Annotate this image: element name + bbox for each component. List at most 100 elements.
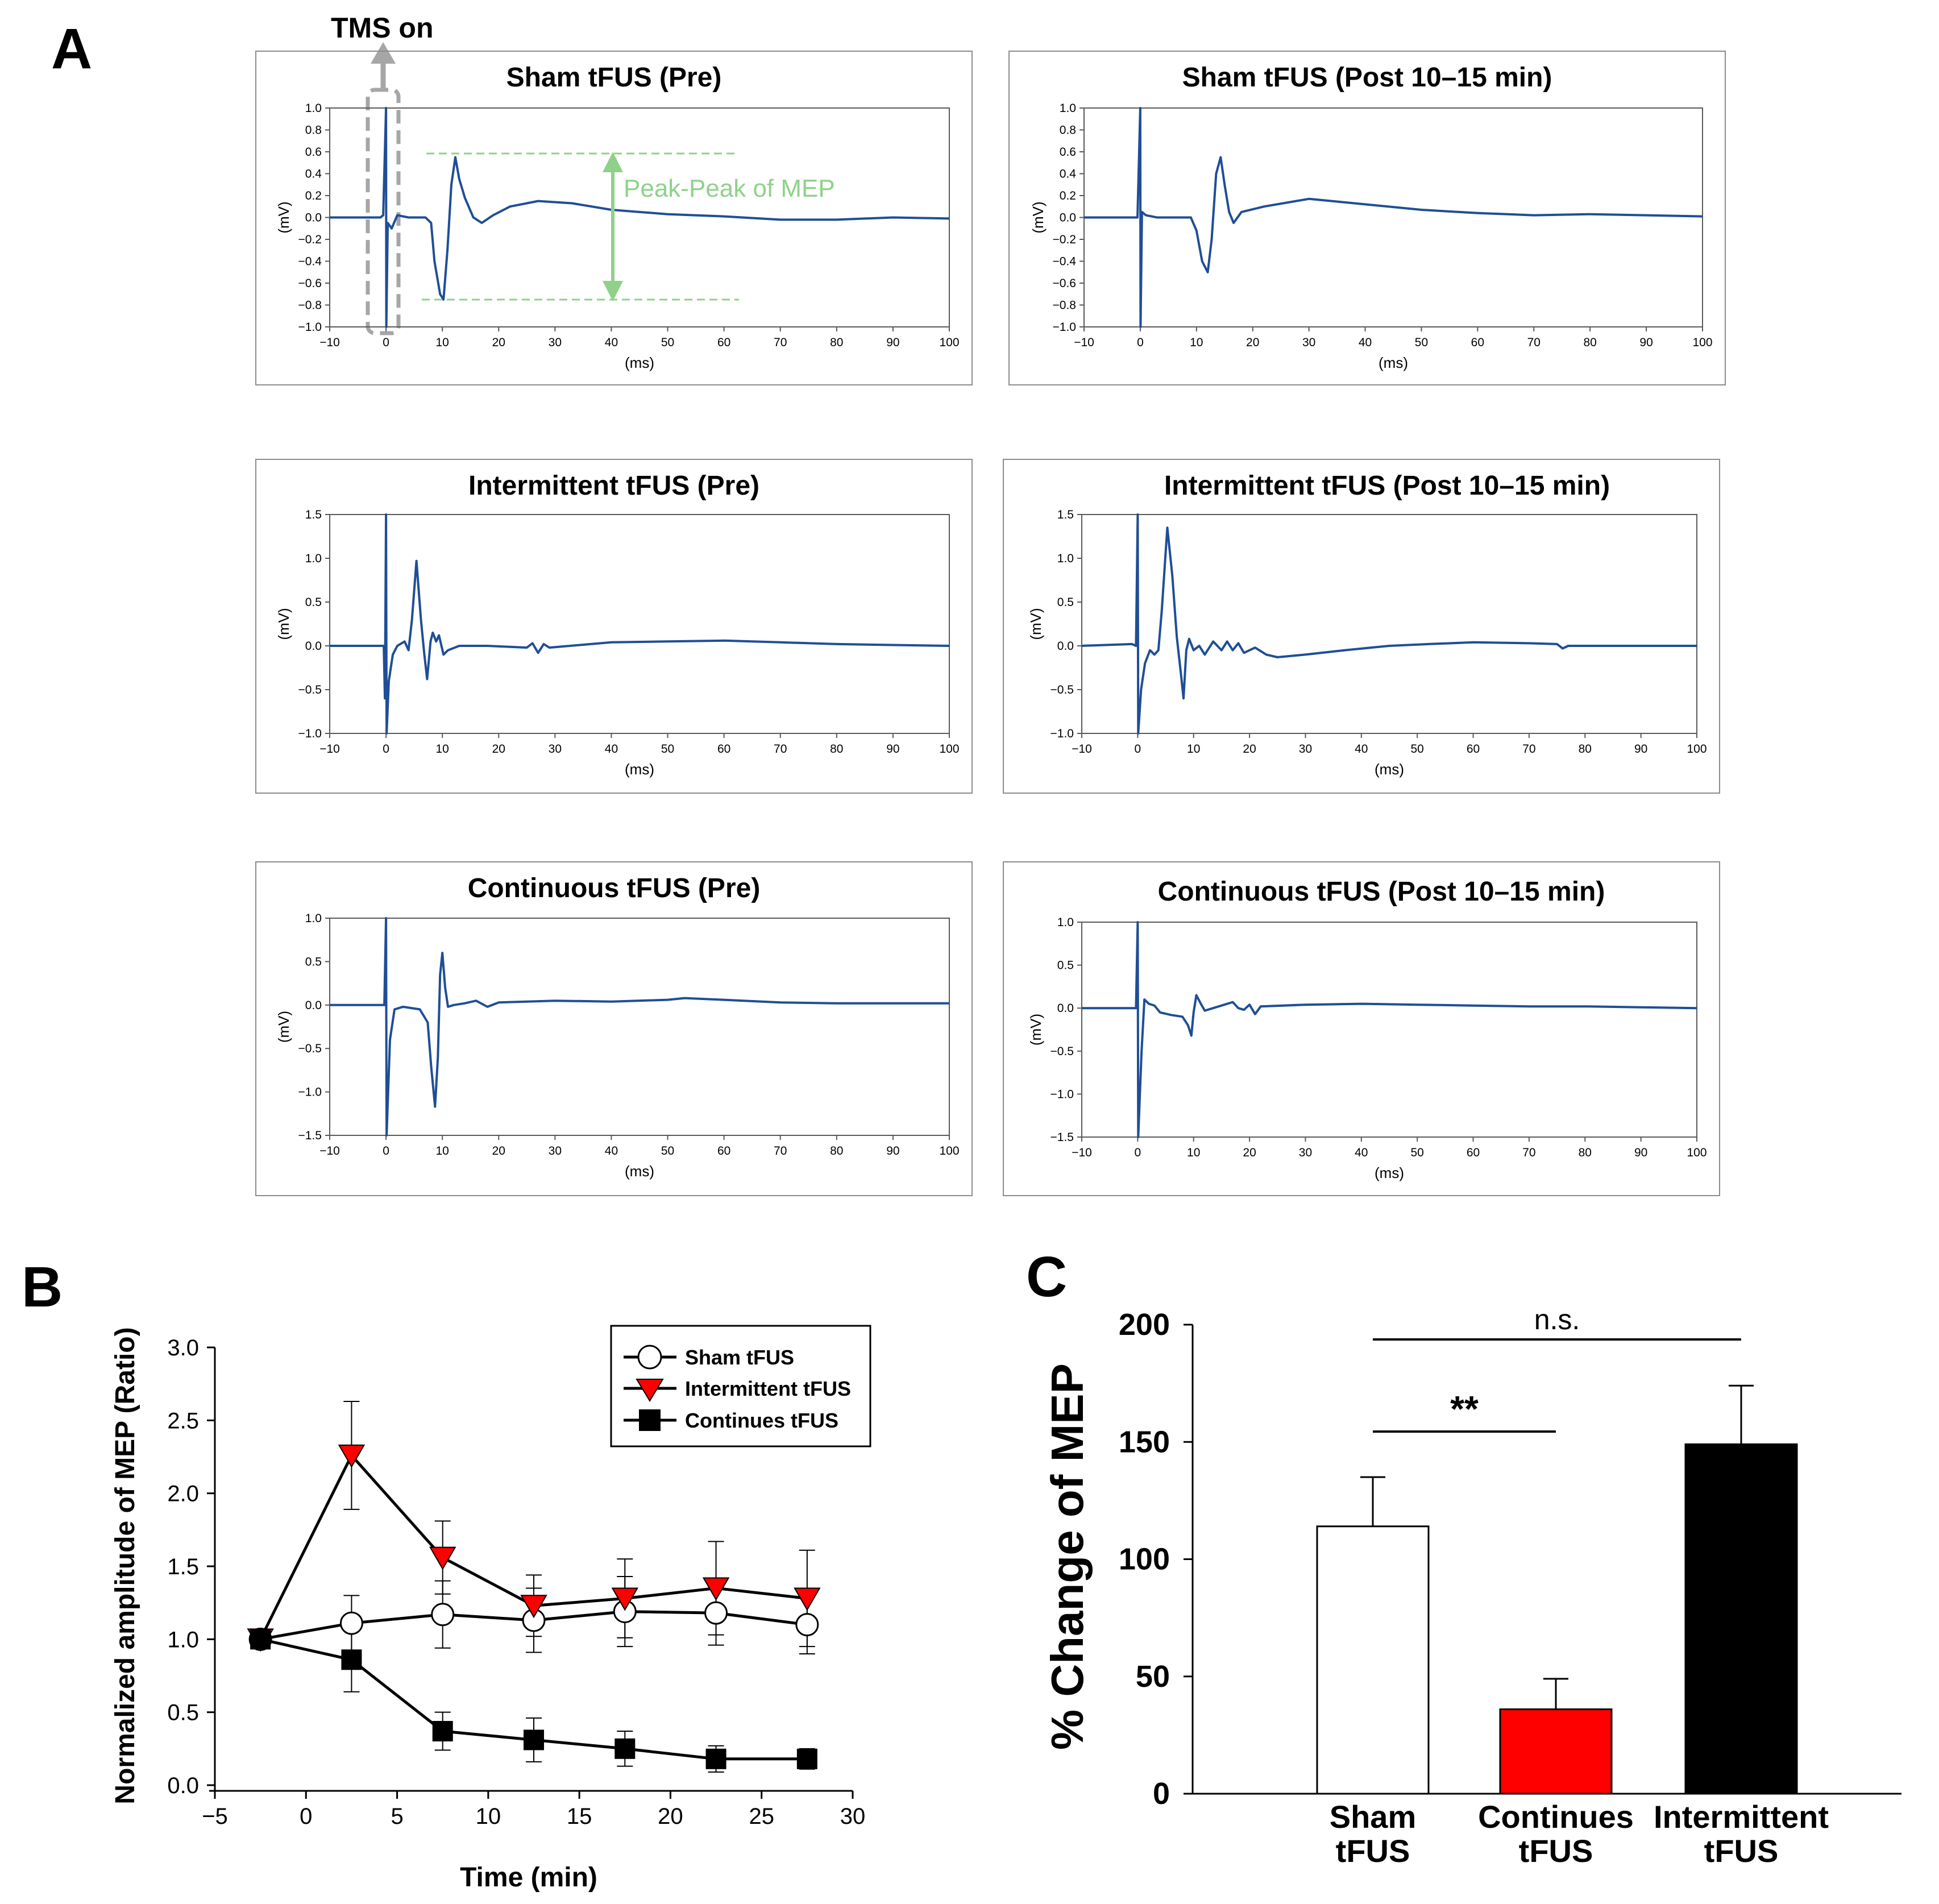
data-point-continues xyxy=(796,1748,817,1769)
x-axis-label: (ms) xyxy=(625,761,654,778)
x-tick-label: 50 xyxy=(661,742,674,756)
x-tick-label: 20 xyxy=(492,742,505,756)
x-tick-label: 0 xyxy=(383,336,389,349)
mep-trace-line xyxy=(1081,513,1697,735)
data-point-sham xyxy=(339,1611,363,1635)
x-tick-label: 80 xyxy=(830,336,843,349)
y-tick-label: 0.6 xyxy=(305,146,322,159)
y-tick-label: −1.0 xyxy=(298,727,322,740)
b-y-axis-title: Normalized amplitude of MEP (Ratio) xyxy=(110,1327,140,1804)
plot-frame xyxy=(1081,922,1697,1138)
category-label: tFUS xyxy=(1336,1833,1410,1869)
y-tick-label: −1.5 xyxy=(1051,1131,1074,1144)
panel-b-chart: 3.0 2.5 2.0 1.5 1.0 0.5 0.0−5 0 5 10 15 20 25 30 Time… xyxy=(110,1325,871,1893)
plot-frame xyxy=(1081,514,1697,734)
data-point-sham xyxy=(795,1613,819,1637)
plot-frame xyxy=(329,514,950,734)
x-tick-label: 90 xyxy=(886,742,899,756)
x-tick-label: 80 xyxy=(1579,742,1592,756)
x-tick-label: 100 xyxy=(939,1144,959,1158)
y-tick-label: 0.4 xyxy=(305,168,322,181)
x-tick-label: 10 xyxy=(476,1804,501,1829)
y-tick-label: 0.5 xyxy=(305,955,322,968)
data-point-continues xyxy=(432,1721,453,1742)
panel-label-c: C xyxy=(1026,1245,1067,1309)
x-tick-label: 40 xyxy=(605,1144,618,1158)
y-tick-label: 100 xyxy=(1119,1542,1170,1577)
legend-label-sham: Sham tFUS xyxy=(685,1346,794,1369)
x-tick-label: 10 xyxy=(1190,336,1203,349)
y-tick-label: 0.2 xyxy=(1060,189,1076,202)
y-tick-label: 0.5 xyxy=(305,596,322,609)
x-tick-label: 30 xyxy=(1299,1146,1312,1159)
x-axis-label: (ms) xyxy=(625,354,654,371)
x-tick-label: 5 xyxy=(391,1804,403,1829)
trace-panel-continuous-pre: Continuous tFUS (Pre) −10 0 10 20 30 40 50 60 70… xyxy=(255,861,973,1196)
trace-panel-frame xyxy=(255,459,973,794)
x-tick-label: 10 xyxy=(1187,742,1200,756)
x-tick-label: 50 xyxy=(661,1144,674,1158)
y-tick-label: 2.5 xyxy=(167,1408,199,1433)
significance-label: ** xyxy=(1450,1388,1479,1429)
x-tick-label: 90 xyxy=(886,336,899,349)
trace-chart-area: −10 0 10 20 30 40 50 60 70 80 90 100 1.5 1.0 0.5 0.0 −0.… xyxy=(275,508,960,778)
x-tick-label: 20 xyxy=(1246,336,1259,349)
y-tick-label: −1.5 xyxy=(298,1129,322,1142)
y-tick-label: −1.0 xyxy=(298,1086,322,1099)
y-tick-label: 0.0 xyxy=(1057,640,1074,653)
x-axis-label: (ms) xyxy=(1375,1164,1404,1181)
y-tick-label: 0.5 xyxy=(1057,596,1074,609)
x-tick-label: 60 xyxy=(717,742,730,756)
y-tick-label: −0.2 xyxy=(1053,233,1076,246)
trace-panel-sham-post: Sham tFUS (Post 10–15 min) −10 0 10 20 30 40 5… xyxy=(1008,51,1726,385)
tms-arrow-head xyxy=(371,42,396,64)
x-tick-label: 100 xyxy=(1687,1146,1707,1159)
y-tick-label: −0.6 xyxy=(298,277,322,290)
data-point-continues xyxy=(705,1748,726,1769)
significance-label: n.s. xyxy=(1534,1304,1580,1335)
x-tick-label: −10 xyxy=(1074,336,1094,349)
x-axis-label: (ms) xyxy=(625,1163,654,1180)
x-tick-label: 90 xyxy=(886,1144,899,1158)
x-tick-label: 80 xyxy=(1579,1146,1592,1159)
x-tick-label: 10 xyxy=(436,336,449,349)
category-label: Continues xyxy=(1478,1799,1634,1835)
x-tick-label: 40 xyxy=(605,336,618,349)
legend-label-intermittent: Intermittent tFUS xyxy=(685,1377,851,1400)
x-tick-label: 90 xyxy=(1634,1146,1647,1159)
x-tick-label: 80 xyxy=(1584,336,1597,349)
x-tick-label: 30 xyxy=(549,336,562,349)
y-tick-label: 0.5 xyxy=(167,1700,199,1725)
data-point-intermittent xyxy=(520,1595,547,1619)
trace-panel-frame xyxy=(1008,51,1726,385)
data-point-continues xyxy=(614,1738,636,1759)
bar-chart-area: 200150100500ShamtFUSContinuestFUSIntermi… xyxy=(1119,1304,1901,1869)
x-tick-label: 0 xyxy=(383,742,389,756)
y-tick-label: 0.8 xyxy=(305,124,322,137)
y-tick-label: 1.0 xyxy=(305,912,322,925)
mep-trace-line xyxy=(330,107,950,328)
x-tick-label: 70 xyxy=(1527,336,1541,349)
y-tick-label: −0.2 xyxy=(298,233,322,246)
category-label: tFUS xyxy=(1704,1833,1779,1869)
b-x-axis-title: Time (min) xyxy=(460,1862,597,1893)
x-tick-label: 30 xyxy=(1299,742,1312,756)
y-tick-label: 0.8 xyxy=(1060,124,1076,137)
x-tick-label: −10 xyxy=(319,336,340,349)
y-tick-label: 1.0 xyxy=(1057,916,1074,929)
trace-chart-area: −10 0 10 20 30 40 50 60 70 80 90 100 1.5 1.0 0.5 0.0 −0.… xyxy=(1027,508,1707,778)
x-tick-label: 80 xyxy=(830,1144,843,1158)
x-tick-label: 50 xyxy=(1411,1146,1424,1159)
data-point-sham xyxy=(704,1601,728,1625)
x-tick-label: 40 xyxy=(1359,336,1372,349)
x-tick-label: 70 xyxy=(1522,742,1535,756)
x-tick-label: 10 xyxy=(436,742,449,756)
x-tick-label: 40 xyxy=(605,742,618,756)
x-tick-label: 30 xyxy=(549,1144,562,1158)
x-tick-label: −10 xyxy=(1072,742,1092,756)
y-axis-label: (mV) xyxy=(1027,608,1044,640)
x-tick-label: 70 xyxy=(1522,1146,1535,1159)
panel-label-a: A xyxy=(51,17,92,81)
y-tick-label: 0.6 xyxy=(1060,146,1076,159)
